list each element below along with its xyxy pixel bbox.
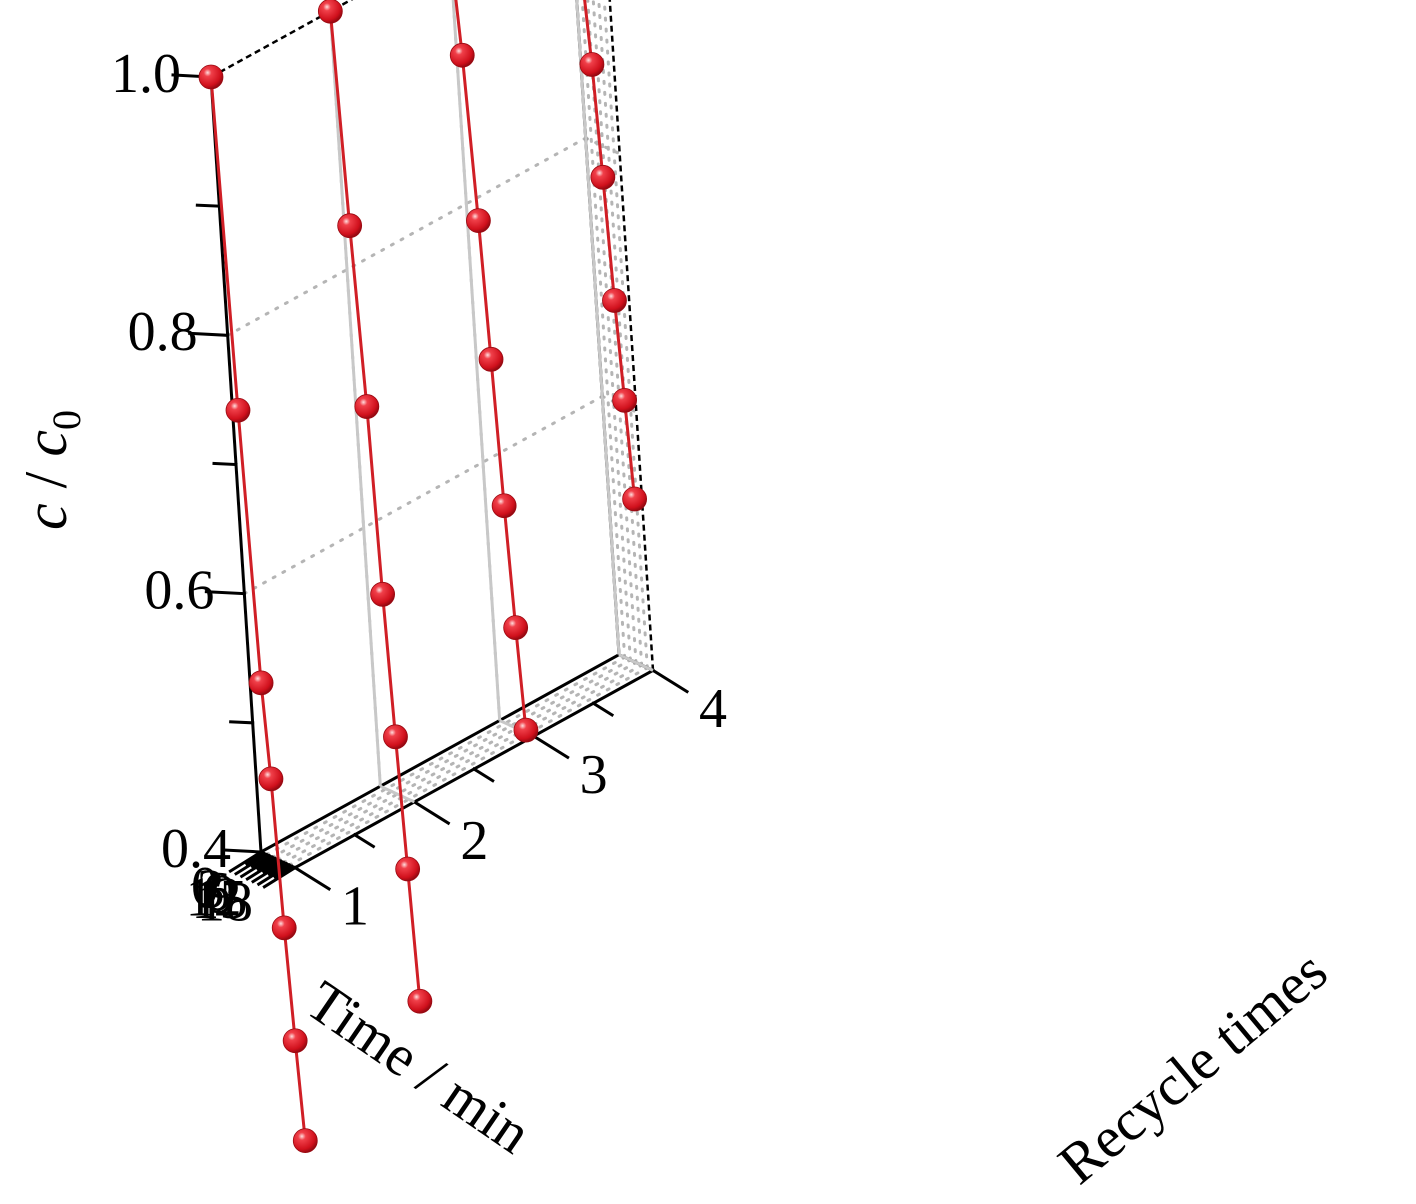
data-point xyxy=(282,1028,308,1054)
data-point xyxy=(503,615,529,640)
data-point xyxy=(602,288,627,313)
data-point xyxy=(612,387,637,413)
data-point xyxy=(354,394,380,419)
series-drop-line xyxy=(575,0,621,655)
x-axis-tick xyxy=(273,864,295,880)
y-axis-tick xyxy=(531,734,570,760)
data-point xyxy=(292,1128,318,1154)
top-back-edge xyxy=(210,0,354,79)
x-tick-label: 3 xyxy=(197,858,225,920)
series-floor-line xyxy=(379,784,415,804)
z-axis-tick xyxy=(195,203,221,208)
data-point xyxy=(317,0,343,24)
data-point xyxy=(491,493,517,519)
z-axis-tick xyxy=(204,590,246,596)
axis-frame xyxy=(171,0,690,891)
x-axis-tick xyxy=(256,856,278,872)
y-axis-tick xyxy=(471,766,495,783)
x-axis-tick xyxy=(234,852,269,876)
z-axis-tick xyxy=(188,331,230,337)
gridline-x xyxy=(586,0,632,662)
z-axis-title-subscript: 0 xyxy=(44,410,89,430)
z-axis-tick xyxy=(229,720,255,725)
y-axis-title: Recycle times xyxy=(1046,938,1339,1197)
data-point xyxy=(370,581,396,607)
floor-back-edge xyxy=(258,652,622,855)
data-point xyxy=(513,717,539,743)
front-right-edge xyxy=(608,0,655,671)
data-point xyxy=(383,724,408,750)
data-point xyxy=(198,64,224,90)
data-point xyxy=(449,42,475,68)
z-axis-title-base: c xyxy=(13,430,79,457)
x-tick-label: 15 xyxy=(191,869,247,931)
data-point xyxy=(271,915,297,941)
gridline-x xyxy=(602,0,649,670)
x-tick-label: 12 xyxy=(186,866,242,928)
series-line xyxy=(328,11,422,1002)
y-tick-label: 4 xyxy=(699,678,727,740)
data-point xyxy=(478,346,504,372)
y-axis-tick xyxy=(591,701,615,718)
x-axis-tick xyxy=(250,853,272,869)
y-tick-label: 3 xyxy=(580,744,608,806)
gridline-x xyxy=(597,0,644,667)
y-tick-label: 1 xyxy=(341,876,369,938)
gridline-x xyxy=(287,666,649,867)
series-drop-line xyxy=(451,0,502,721)
y-axis-tick xyxy=(292,865,332,891)
data-point xyxy=(407,988,433,1014)
z-axis-title: c / c0 xyxy=(13,410,89,530)
x-axis-tick xyxy=(228,849,264,874)
gridline-z xyxy=(226,136,588,337)
x-axis-tick xyxy=(244,851,266,866)
x-tick-label: 6 xyxy=(202,861,230,923)
x-axis-tick xyxy=(239,855,275,879)
data-point xyxy=(337,213,363,239)
y-tick-label: 2 xyxy=(460,810,488,872)
z-axis-tick xyxy=(212,461,238,467)
series-floor-line xyxy=(618,653,654,672)
z-tick-label: 0.4 xyxy=(161,818,231,880)
data-point xyxy=(579,52,605,77)
gridline-x xyxy=(580,0,627,659)
z-axis-tick xyxy=(221,848,263,854)
gridline-x xyxy=(276,661,638,862)
series-drop-line xyxy=(328,11,382,787)
x-tick-label: 0 xyxy=(191,856,219,918)
gridline-x xyxy=(265,655,627,857)
gridline-x xyxy=(270,658,632,859)
gridline-z xyxy=(242,394,604,596)
x-tick-label: 9 xyxy=(208,864,236,926)
z-tick-label: 0.8 xyxy=(128,301,198,363)
z-tick-label: 0.6 xyxy=(144,560,214,622)
data-point xyxy=(248,670,274,696)
data-point xyxy=(395,856,421,882)
data-point xyxy=(590,164,616,190)
series-line xyxy=(209,76,307,1141)
z-axis-title-main: c xyxy=(13,503,79,530)
data-point xyxy=(258,766,284,792)
y-axis-tick xyxy=(412,799,451,826)
x-tick-label: 18 xyxy=(197,872,253,934)
y-axis-tick xyxy=(650,668,690,694)
gridline-x xyxy=(282,663,644,864)
data-series xyxy=(198,0,654,1154)
data-point xyxy=(225,397,251,423)
z-axis-title-separator: / xyxy=(13,457,79,504)
z-tick-label: 1.0 xyxy=(111,43,181,105)
data-point xyxy=(622,486,648,512)
x-axis-tick xyxy=(256,863,292,887)
data-point xyxy=(466,208,491,234)
y-axis-tick xyxy=(352,832,376,849)
x-axis-tick xyxy=(245,857,281,881)
